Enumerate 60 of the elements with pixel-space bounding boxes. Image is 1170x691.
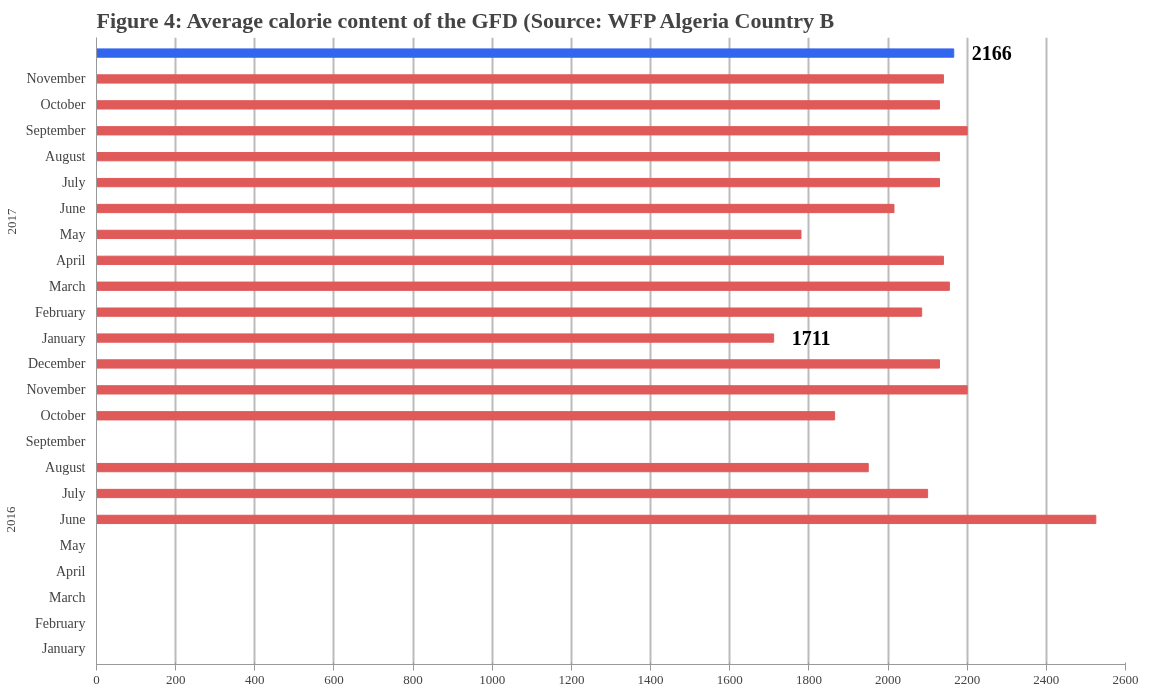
- y-tick-label: January: [41, 641, 86, 657]
- y-tick-label: August: [45, 460, 86, 476]
- y-tick-label: May: [59, 226, 86, 242]
- x-tick-label: 2600: [1112, 671, 1139, 687]
- y-tick-label: March: [48, 278, 86, 294]
- x-tick-label: 1000: [479, 671, 506, 687]
- x-tick-label: 1200: [558, 671, 585, 687]
- y-tick-label: June: [59, 511, 86, 527]
- bar: [96, 281, 950, 291]
- y-tick-label: July: [62, 175, 86, 191]
- bar: [96, 48, 955, 58]
- bar: [96, 152, 940, 162]
- x-tick-label: 800: [403, 671, 423, 687]
- x-tick-label: 1800: [795, 671, 822, 687]
- bar: [96, 411, 836, 421]
- text: 2016: [3, 505, 19, 533]
- x-tick-label: 2200: [954, 671, 981, 687]
- y-tick-label: September: [25, 434, 86, 450]
- y-tick-label: July: [62, 486, 86, 501]
- y-tick-label: June: [59, 201, 86, 216]
- bar: [96, 229, 802, 240]
- data-label: 1711: [791, 327, 831, 350]
- x-tick-label: 2400: [1033, 671, 1060, 687]
- y-tick-label: May: [59, 537, 86, 553]
- bar: [96, 307, 923, 317]
- bar: [96, 203, 895, 214]
- y-tick-label: August: [45, 149, 86, 165]
- y-tick-label: January: [41, 330, 86, 346]
- bar: [96, 462, 869, 473]
- y-tick-label: November: [26, 382, 86, 398]
- y-tick-label: March: [48, 589, 86, 605]
- y-tick-label: October: [40, 97, 86, 113]
- chart-title: Figure 4: Average calorie content of the GFD (Source: WFP Algeria Country B: [96, 7, 835, 33]
- x-tick-label: 400: [245, 671, 265, 687]
- data-label: 2166: [971, 42, 1012, 65]
- bar: [96, 488, 929, 499]
- x-tick-label: 0: [93, 671, 100, 687]
- y-tick-label: October: [40, 408, 86, 424]
- x-tick-label: 1600: [716, 671, 743, 687]
- y-tick-label: February: [34, 304, 86, 320]
- y-tick-label: February: [34, 615, 86, 631]
- x-tick-label: 600: [324, 671, 344, 687]
- bar: [96, 177, 940, 188]
- y-tick-label: April: [55, 252, 86, 268]
- y-tick-label: April: [55, 563, 86, 579]
- bar: [96, 333, 775, 343]
- bar: [96, 385, 968, 395]
- bar: [96, 126, 968, 136]
- bar: [96, 514, 1097, 525]
- bar: [96, 74, 944, 84]
- y-tick-label: December: [27, 356, 86, 372]
- bar: [96, 359, 940, 369]
- text: 2017: [3, 208, 19, 235]
- x-tick-label: 1400: [637, 671, 664, 687]
- y-tick-label: September: [25, 123, 86, 139]
- bar: [96, 100, 940, 110]
- bar: [96, 255, 944, 265]
- x-tick-label: 2000: [875, 671, 902, 687]
- x-tick-label: 200: [165, 671, 186, 687]
- y-tick-label: November: [26, 71, 86, 87]
